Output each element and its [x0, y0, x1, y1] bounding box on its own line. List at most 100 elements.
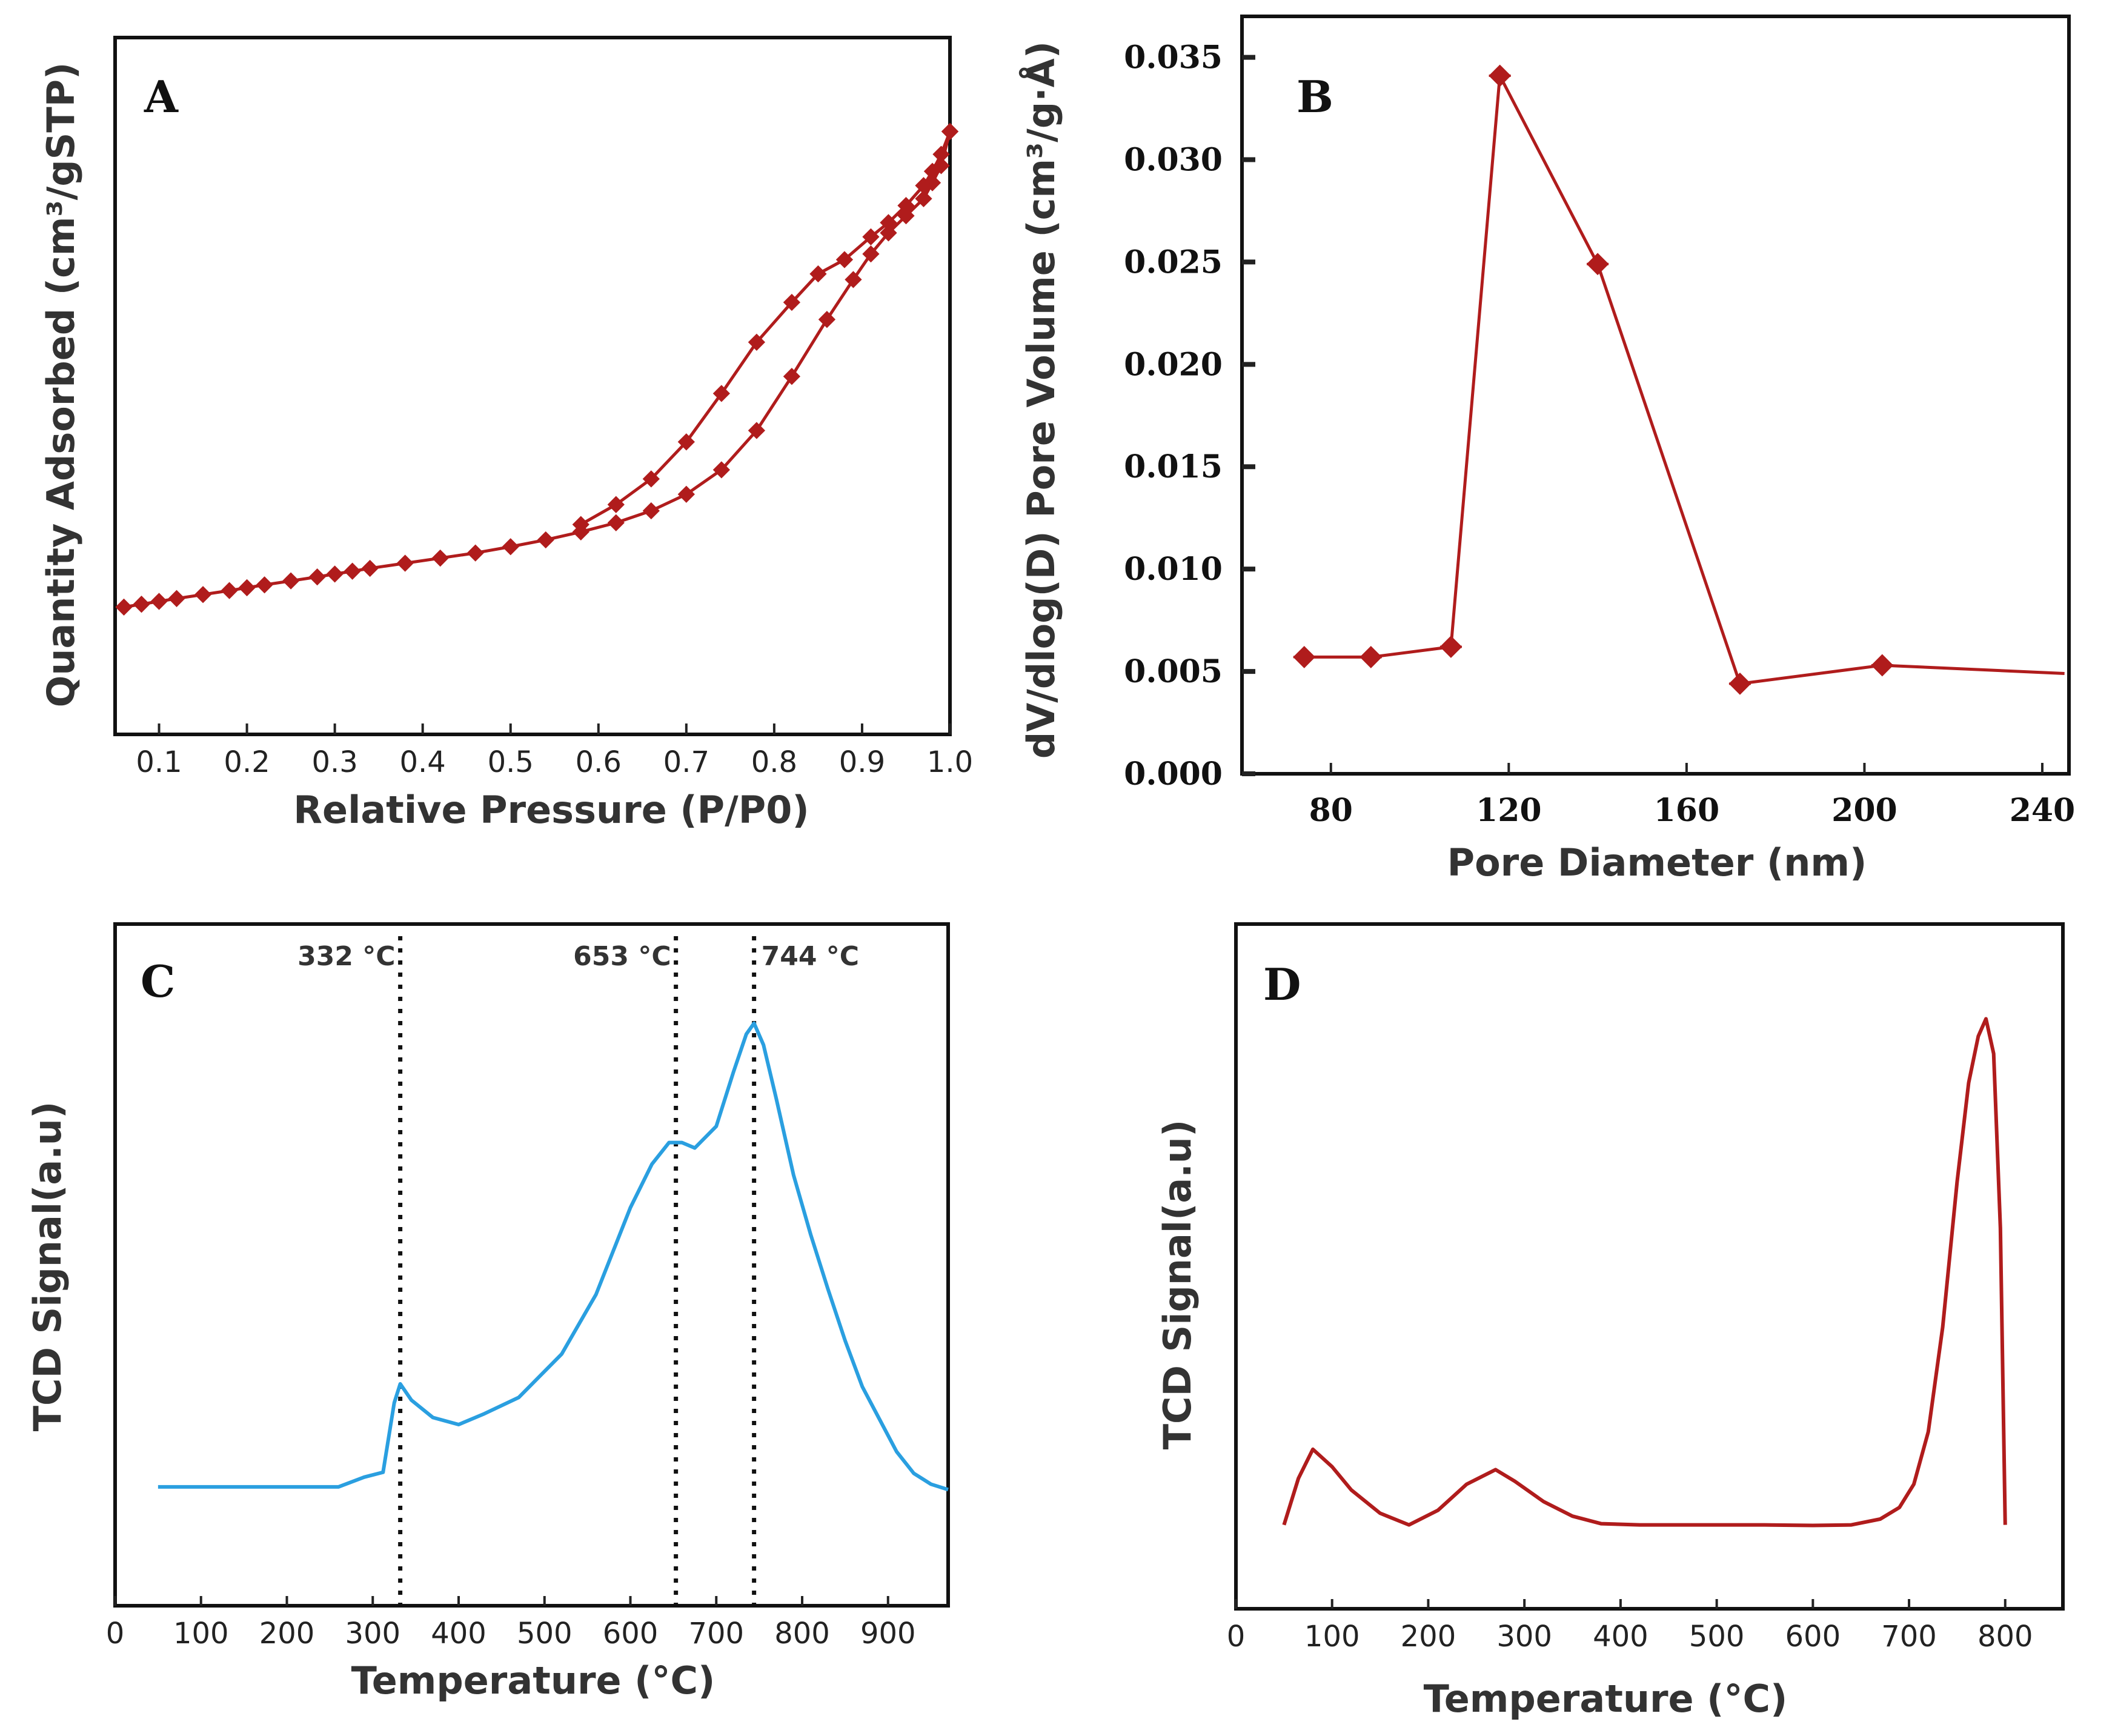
adsorption-point: [221, 582, 238, 599]
adsorption-point: [361, 559, 379, 577]
adsorption-point: [818, 311, 836, 328]
panel-b-x-tick-label: 200: [1831, 792, 1898, 829]
panel-a-x-tick-label: 1.0: [927, 745, 973, 779]
desorption-point: [835, 251, 854, 268]
panel-c-x-tick-label: 500: [517, 1617, 573, 1651]
adsorption-point: [845, 271, 862, 288]
desorption-point: [677, 433, 695, 451]
panel-d-x-tick-label: 100: [1304, 1620, 1360, 1654]
panel-d-x-tick-label: 800: [1977, 1620, 2033, 1654]
panel-d-x-tick-label: 300: [1496, 1620, 1552, 1654]
adsorption-branch-line: [124, 131, 952, 609]
panel-c-plot-frame: [113, 922, 950, 1608]
panel-c-x-tick-label: 100: [173, 1617, 229, 1651]
adsorption-point: [783, 368, 801, 385]
panel-b-x-tick-label: 160: [1654, 792, 1720, 829]
panel-c-x-tick-label: 700: [688, 1617, 744, 1651]
adsorption-point: [256, 576, 273, 594]
peak-temperature-label: 332 °C: [297, 941, 395, 972]
panel-b-y-tick-label: 0.010: [1124, 551, 1223, 588]
panel-d-letter: D: [1263, 959, 1301, 1010]
pore-distribution-point: [1871, 654, 1894, 677]
desorption-point: [915, 177, 932, 195]
panel-d-x-tick-label: 600: [1785, 1620, 1841, 1654]
panel-b-y-axis-title: dV/dlog(D) Pore Volume (cm³/g·Å): [1019, 41, 1063, 759]
panel-a-plot-frame: [113, 36, 952, 736]
adsorption-point: [115, 598, 133, 616]
panel-b-y-tick-label: 0.025: [1124, 244, 1223, 281]
panel-d-tpd-profile: D 0 100 200 300 400 500 600 700 800 Temperature …: [1155, 922, 2065, 1721]
pore-distribution-point: [1728, 672, 1751, 695]
adsorption-point: [607, 514, 625, 531]
panel-a-letter: A: [144, 71, 179, 122]
desorption-point: [748, 333, 766, 351]
panel-a-x-tick-label: 0.6: [576, 745, 622, 779]
panel-a-adsorption-isotherm: A 0.1 0.2 0.3 0.4 0.5 0.6 0.7 0.8 0.9 1.0 Relativ…: [39, 36, 973, 832]
desorption-branch-line: [580, 131, 952, 526]
adsorption-point: [915, 190, 932, 208]
adsorption-point: [168, 590, 185, 607]
panel-c-x-tick-label: 400: [431, 1617, 486, 1651]
panel-c-x-tick-label: 600: [603, 1617, 659, 1651]
desorption-point: [783, 293, 801, 311]
panel-d-x-tick-label: 500: [1689, 1620, 1745, 1654]
adsorption-point: [238, 579, 256, 597]
panel-b-y-tick-label: 0.000: [1124, 756, 1223, 793]
adsorption-point: [344, 562, 361, 580]
panel-b-x-tick-label: 80: [1309, 792, 1353, 829]
adsorption-point: [396, 554, 414, 572]
panel-a-x-tick-label: 0.7: [663, 745, 709, 779]
panel-c-tpr-profile: C 332 °C 653 °C 744 °C 0 100 200 300 400 500 600…: [25, 922, 950, 1703]
panel-d-x-tick-label: 700: [1881, 1620, 1937, 1654]
panel-d-x-tick-label: 0: [1227, 1620, 1246, 1654]
desorption-point: [897, 197, 915, 215]
desorption-point: [941, 122, 959, 141]
panel-a-x-tick-label: 0.9: [839, 745, 885, 779]
adsorption-point: [748, 422, 766, 439]
desorption-point: [923, 162, 941, 180]
panel-b-plot-frame: [1240, 15, 2071, 776]
panel-c-x-tick-label: 200: [259, 1617, 315, 1651]
adsorption-point: [466, 544, 484, 562]
panel-a-x-axis-title: Relative Pressure (P/P0): [293, 788, 809, 832]
panel-c-x-tick-label: 900: [860, 1617, 916, 1651]
pore-distribution-point: [1489, 64, 1512, 87]
panel-a-x-tick-label: 0.4: [400, 745, 446, 779]
pore-distribution-line: [1304, 74, 2065, 685]
panel-a-x-tick-label: 0.2: [224, 745, 270, 779]
desorption-point: [607, 496, 625, 513]
desorption-point: [862, 228, 880, 246]
desorption-point: [642, 470, 660, 488]
peak-temperature-label: 653 °C: [573, 941, 671, 972]
panel-b-x-tick-label: 240: [2010, 792, 2076, 829]
desorption-point: [932, 145, 950, 163]
desorption-point: [572, 516, 589, 533]
tpr-signal-line: [158, 1021, 949, 1492]
pore-distribution-point: [1439, 636, 1463, 658]
panel-b-x-tick-label: 120: [1476, 792, 1542, 829]
panel-b-y-tick-label: 0.015: [1124, 448, 1223, 485]
adsorption-point: [537, 531, 554, 549]
panel-c-x-axis-title: Temperature (°C): [351, 1658, 716, 1703]
adsorption-point: [712, 461, 731, 479]
adsorption-point: [880, 224, 897, 242]
panel-a-x-tick-label: 0.5: [488, 745, 534, 779]
peak-temperature-label: 744 °C: [762, 941, 859, 972]
adsorption-point: [326, 565, 344, 583]
panel-b-y-tick-label: 0.030: [1124, 141, 1223, 178]
panel-c-x-tick-label: 800: [774, 1617, 830, 1651]
panel-c-letter: C: [141, 956, 175, 1007]
adsorption-point: [502, 538, 519, 556]
panel-d-plot-frame: [1234, 922, 2065, 1611]
panel-b-letter: B: [1297, 71, 1333, 122]
adsorption-point: [862, 245, 880, 263]
panel-d-x-axis-title: Temperature (°C): [1424, 1677, 1788, 1721]
panel-c-x-tick-label: 0: [106, 1617, 125, 1651]
panel-d-x-tick-label: 200: [1401, 1620, 1456, 1654]
panel-b-x-axis-title: Pore Diameter (nm): [1447, 840, 1867, 885]
panel-a-x-tick-label: 0.8: [751, 745, 797, 779]
panel-c-y-axis-title: TCD Signal(a.u): [25, 1102, 70, 1432]
desorption-point: [712, 385, 731, 402]
pore-distribution-point: [1586, 253, 1609, 276]
